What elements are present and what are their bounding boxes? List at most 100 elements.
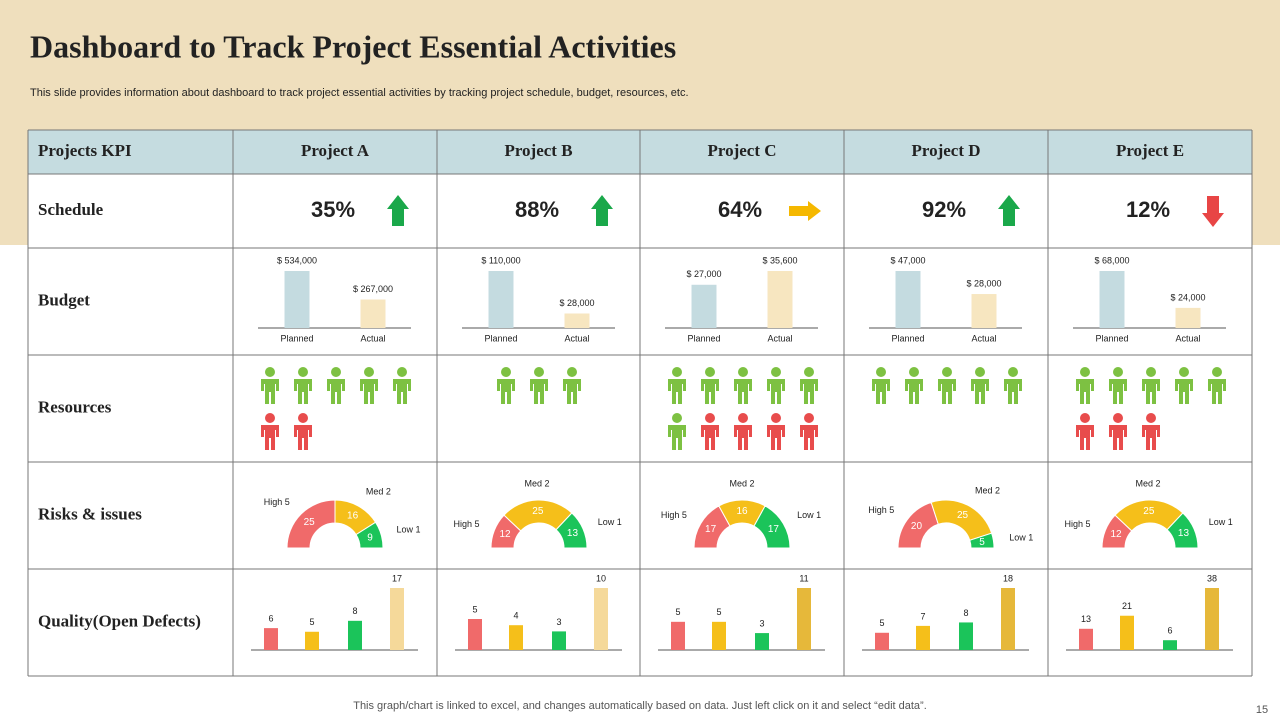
icon-body	[1004, 379, 1022, 404]
resource-icon	[1142, 367, 1160, 404]
icon-body	[872, 379, 890, 404]
icon-head	[1080, 413, 1090, 423]
resource-icon	[294, 413, 312, 450]
icon-body	[800, 425, 818, 450]
resource-icon	[767, 367, 785, 404]
budget-category: Actual	[767, 333, 792, 343]
gauge-value: 13	[567, 528, 579, 539]
icon-head	[771, 367, 781, 377]
row-label: Quality(Open Defects)	[38, 611, 201, 630]
icon-body	[1175, 379, 1193, 404]
budget-category: Actual	[1175, 333, 1200, 343]
resource-icon	[938, 367, 956, 404]
resource-icon	[734, 367, 752, 404]
gauge-name: High 5	[1064, 519, 1090, 529]
header-cell: Project D	[911, 141, 980, 160]
resource-icon	[360, 367, 378, 404]
quality-value-label: 13	[1081, 614, 1091, 624]
subtitle: This slide provides information about da…	[30, 87, 689, 99]
gauge-segment	[555, 512, 588, 549]
resource-icon	[327, 367, 345, 404]
resource-icon	[1109, 367, 1127, 404]
header-cell: Project A	[301, 141, 370, 160]
budget-category: Planned	[280, 333, 313, 343]
gauge-value: 25	[1143, 506, 1155, 517]
resource-icon	[261, 367, 279, 404]
header-cell: Project B	[504, 141, 572, 160]
quality-value-label: 18	[1003, 573, 1013, 583]
icon-body	[734, 425, 752, 450]
quality-bar	[1205, 588, 1219, 650]
resource-icon	[800, 413, 818, 450]
icon-head	[1008, 367, 1018, 377]
icon-head	[975, 367, 985, 377]
quality-value-label: 8	[352, 606, 357, 616]
icon-body	[668, 379, 686, 404]
icon-head	[1146, 367, 1156, 377]
icon-body	[497, 379, 515, 404]
budget-bar	[564, 313, 590, 328]
icon-body	[800, 379, 818, 404]
quality-bar	[264, 628, 278, 650]
quality-value-label: 5	[675, 607, 680, 617]
quality-value-label: 17	[392, 573, 402, 583]
gauge-name: High 5	[453, 519, 479, 529]
icon-body	[701, 425, 719, 450]
gauge-segment	[1166, 512, 1199, 549]
budget-category: Planned	[484, 333, 517, 343]
icon-head	[1113, 413, 1123, 423]
gauge-value: 16	[736, 506, 748, 517]
icon-body	[360, 379, 378, 404]
budget-bar	[488, 271, 514, 328]
budget-bar	[767, 271, 793, 328]
budget-category: Planned	[687, 333, 720, 343]
resource-icon	[872, 367, 890, 404]
gauge-name: Low 1	[598, 517, 622, 527]
icon-body	[327, 379, 345, 404]
resource-icon	[734, 413, 752, 450]
quality-value-label: 11	[799, 573, 808, 583]
gauge-name: Med 2	[975, 485, 1000, 495]
gauge-value: 13	[1178, 528, 1190, 539]
quality-value-label: 5	[309, 617, 314, 627]
icon-body	[668, 425, 686, 450]
quality-value-label: 10	[596, 573, 606, 583]
trend-arrow	[789, 201, 821, 221]
gauge-value: 12	[1111, 529, 1123, 540]
trend-arrow	[387, 195, 409, 226]
resource-icon	[1142, 413, 1160, 450]
schedule-value: 12%	[1126, 197, 1170, 222]
budget-value-label: $ 28,000	[966, 278, 1001, 288]
icon-head	[397, 367, 407, 377]
gauge-name: Low 1	[396, 525, 420, 535]
header-cell: Projects KPI	[38, 141, 132, 160]
icon-head	[804, 413, 814, 423]
icon-head	[298, 413, 308, 423]
icon-head	[364, 367, 374, 377]
gauge-value: 25	[957, 510, 969, 521]
resource-icon	[294, 367, 312, 404]
gauge-name: Med 2	[524, 478, 549, 488]
trend-arrow	[1202, 196, 1224, 227]
icon-head	[942, 367, 952, 377]
icon-head	[804, 367, 814, 377]
icon-body	[261, 425, 279, 450]
quality-value-label: 5	[716, 607, 721, 617]
quality-bar	[755, 633, 769, 650]
budget-bar	[691, 284, 717, 328]
gauge-value: 5	[979, 537, 985, 548]
resource-icon	[1109, 413, 1127, 450]
icon-head	[705, 413, 715, 423]
quality-bar	[594, 588, 608, 650]
gauge-name: Low 1	[1009, 532, 1033, 542]
quality-bar	[552, 631, 566, 650]
quality-bar	[509, 625, 523, 650]
resource-icon	[905, 367, 923, 404]
budget-bar	[895, 271, 921, 328]
row-label: Budget	[38, 290, 90, 309]
icon-body	[971, 379, 989, 404]
header-cell: Project C	[707, 141, 776, 160]
header-cell: Project E	[1116, 141, 1184, 160]
budget-bar	[1175, 307, 1201, 328]
quality-value-label: 5	[879, 618, 884, 628]
